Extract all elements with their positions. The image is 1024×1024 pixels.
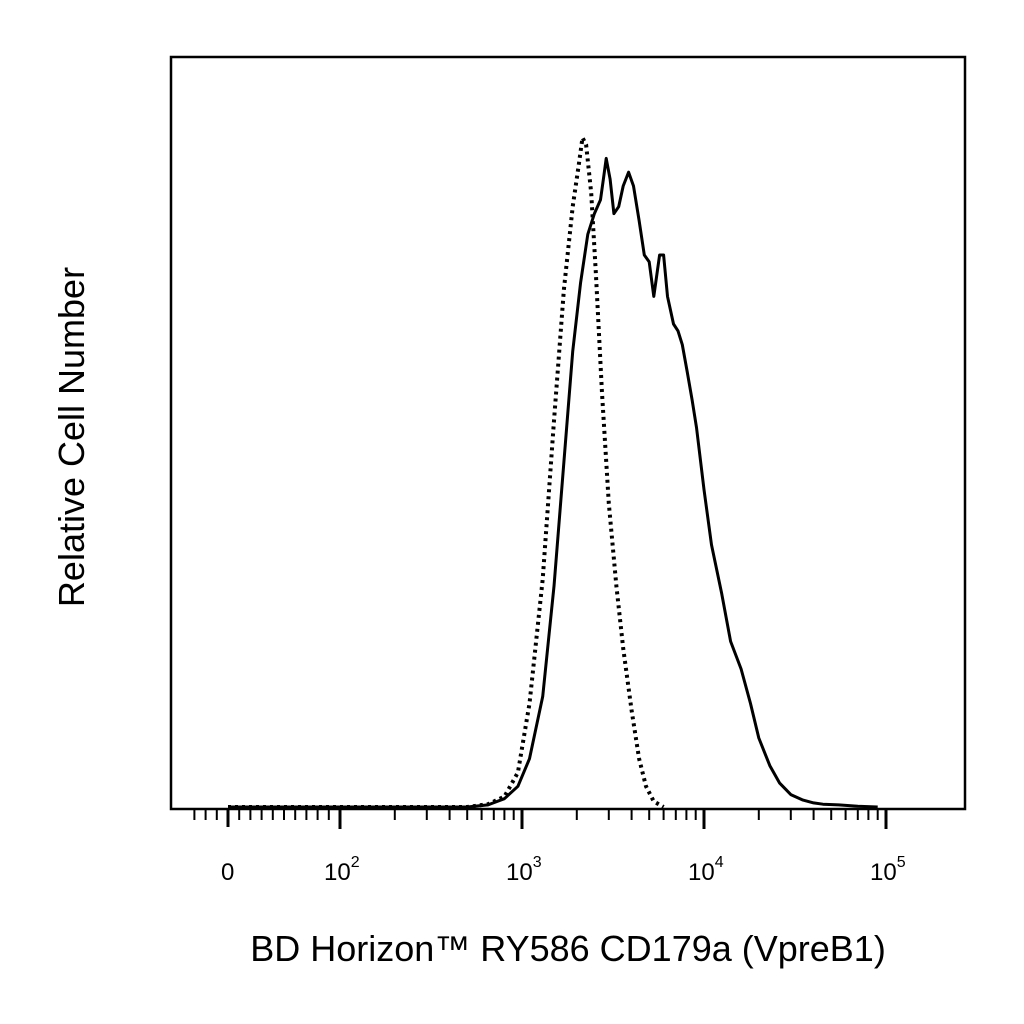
x-axis-tick-labels: 0 102 103 104 105 — [221, 854, 906, 886]
series-line-dotted — [228, 135, 665, 809]
x-tick-label: 103 — [506, 854, 542, 886]
x-axis-ticks — [193, 809, 888, 829]
x-tick-label: 104 — [688, 854, 724, 886]
series-line-solid — [228, 156, 878, 809]
x-tick-label: 105 — [870, 854, 906, 886]
y-axis-label: Relative Cell Number — [51, 267, 92, 607]
x-tick-label: 102 — [324, 854, 360, 886]
series-layer — [228, 135, 878, 809]
x-axis-label: BD Horizon™ RY586 CD179a (VpreB1) — [250, 928, 886, 969]
plot-frame — [169, 55, 967, 811]
x-tick-label: 0 — [221, 859, 234, 886]
